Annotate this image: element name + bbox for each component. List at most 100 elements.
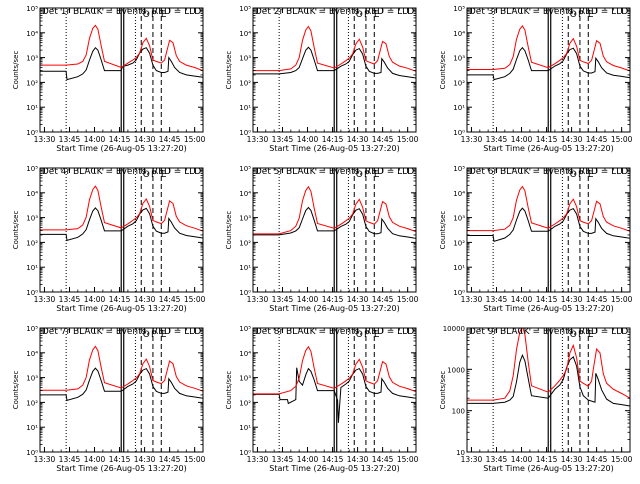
x-axis-label: Start Time (26-Aug-05 13:27:20) bbox=[269, 464, 400, 473]
x-tick-label: 15:00 bbox=[184, 135, 206, 144]
x-tick-label: 13:30 bbox=[461, 135, 483, 144]
series-group bbox=[253, 25, 416, 79]
x-tick-label: 14:15 bbox=[109, 455, 131, 464]
y-tick-label: 10⁰ bbox=[26, 449, 38, 457]
marker-label: P bbox=[364, 330, 370, 340]
y-tick-label: 10000 bbox=[443, 325, 465, 333]
y-tick-label: 10⁴ bbox=[453, 30, 465, 38]
x-tick-label: 14:45 bbox=[586, 295, 608, 304]
x-axis-label: Start Time (26-Aug-05 13:27:20) bbox=[56, 464, 187, 473]
series-group bbox=[467, 328, 630, 407]
marker-label: O bbox=[143, 10, 150, 20]
marker-label: O bbox=[143, 170, 150, 180]
x-tick-label: 14:45 bbox=[372, 295, 394, 304]
x-tick-label: 14:00 bbox=[511, 295, 533, 304]
marker-label: E bbox=[161, 170, 167, 180]
series-group bbox=[467, 25, 630, 81]
marker-label: P bbox=[578, 10, 584, 20]
series-group bbox=[40, 185, 203, 242]
marker-label: E bbox=[588, 170, 594, 180]
x-axis-label: Start Time (26-Aug-05 13:27:20) bbox=[483, 464, 614, 473]
x-tick-label: 13:45 bbox=[59, 455, 81, 464]
y-tick-label: 10² bbox=[26, 239, 38, 247]
plot-frame bbox=[39, 327, 204, 453]
series-group bbox=[253, 185, 416, 239]
x-tick-label: 14:30 bbox=[561, 135, 583, 144]
x-axis-label: Start Time (26-Aug-05 13:27:20) bbox=[269, 304, 400, 313]
y-tick-label: 10⁴ bbox=[26, 190, 38, 198]
marker-label: P bbox=[151, 170, 157, 180]
y-tick-label: 10⁰ bbox=[239, 449, 251, 457]
x-tick-label: 13:30 bbox=[461, 295, 483, 304]
y-tick-label: 10² bbox=[239, 399, 251, 407]
marker-label: P bbox=[364, 10, 370, 20]
series-line-events bbox=[253, 206, 416, 239]
y-tick-label: 10² bbox=[26, 79, 38, 87]
x-tick-label: 14:45 bbox=[159, 295, 181, 304]
marker-label: P bbox=[578, 330, 584, 340]
y-tick-label: 10⁵ bbox=[26, 325, 38, 333]
plot-frame bbox=[39, 167, 204, 293]
x-tick-label: 14:15 bbox=[536, 135, 558, 144]
y-tick-label: 10¹ bbox=[26, 104, 38, 112]
x-tick-label: 14:00 bbox=[84, 455, 106, 464]
y-tick-label: 10⁵ bbox=[239, 5, 251, 13]
y-tick-label: 10⁰ bbox=[26, 129, 38, 137]
series-line-lld bbox=[253, 185, 416, 235]
x-tick-label: 14:00 bbox=[511, 455, 533, 464]
series-line-lld bbox=[467, 185, 630, 232]
x-tick-label: 15:00 bbox=[397, 295, 419, 304]
y-tick-label: 10⁵ bbox=[239, 165, 251, 173]
y-tick-label: 10¹ bbox=[26, 264, 38, 272]
series-line-lld bbox=[40, 185, 203, 232]
x-tick-label: 15:00 bbox=[611, 135, 633, 144]
y-tick-label: 100 bbox=[452, 408, 465, 416]
y-tick-label: 10⁴ bbox=[26, 350, 38, 358]
chart-title: Det 4r BLACK = Events, RED = LLD bbox=[42, 167, 201, 177]
series-group bbox=[40, 345, 203, 402]
marker-label: O bbox=[143, 330, 150, 340]
y-tick-label: 10⁵ bbox=[26, 165, 38, 173]
x-axis-label: Start Time (26-Aug-05 13:27:20) bbox=[483, 304, 614, 313]
series-line-events bbox=[467, 46, 630, 81]
x-tick-label: 13:45 bbox=[486, 295, 508, 304]
y-tick-label: 10⁵ bbox=[453, 5, 465, 13]
marker-label: P bbox=[364, 170, 370, 180]
chart-title: Det 8r BLACK = Events, RED = LLD bbox=[255, 327, 414, 337]
y-tick-label: 10 bbox=[456, 449, 465, 457]
x-tick-label: 13:30 bbox=[34, 135, 56, 144]
x-tick-label: 15:00 bbox=[397, 455, 419, 464]
x-tick-label: 14:15 bbox=[536, 295, 558, 304]
series-line-lld bbox=[40, 24, 203, 72]
y-tick-label: 10³ bbox=[239, 215, 251, 223]
marker-label: O bbox=[570, 170, 577, 180]
y-tick-label: 10³ bbox=[26, 55, 38, 63]
x-tick-label: 13:45 bbox=[59, 135, 81, 144]
y-tick-label: 10² bbox=[239, 79, 251, 87]
x-tick-label: 14:45 bbox=[159, 135, 181, 144]
y-axis-label: Counts/sec bbox=[225, 371, 233, 410]
series-line-events bbox=[40, 367, 203, 402]
chart-title: Det 1r BLACK = Events, RED = LLD bbox=[42, 7, 201, 17]
x-tick-label: 13:45 bbox=[272, 295, 294, 304]
marker-label: E bbox=[374, 10, 380, 20]
y-tick-label: 10⁰ bbox=[453, 289, 465, 297]
y-tick-label: 10⁴ bbox=[239, 30, 251, 38]
x-tick-label: 14:15 bbox=[322, 295, 344, 304]
plot-frame bbox=[252, 167, 417, 293]
x-tick-label: 14:30 bbox=[561, 295, 583, 304]
y-tick-label: 10⁵ bbox=[239, 325, 251, 333]
x-tick-label: 15:00 bbox=[611, 455, 633, 464]
marker-label: E bbox=[588, 10, 594, 20]
x-tick-label: 13:45 bbox=[272, 135, 294, 144]
x-tick-label: 13:45 bbox=[272, 455, 294, 464]
series-line-lld bbox=[467, 25, 630, 72]
y-tick-label: 10³ bbox=[26, 215, 38, 223]
x-tick-label: 13:30 bbox=[461, 455, 483, 464]
x-tick-label: 14:00 bbox=[297, 455, 319, 464]
series-group bbox=[253, 345, 416, 423]
y-tick-label: 10⁴ bbox=[239, 190, 251, 198]
x-tick-label: 15:00 bbox=[184, 295, 206, 304]
